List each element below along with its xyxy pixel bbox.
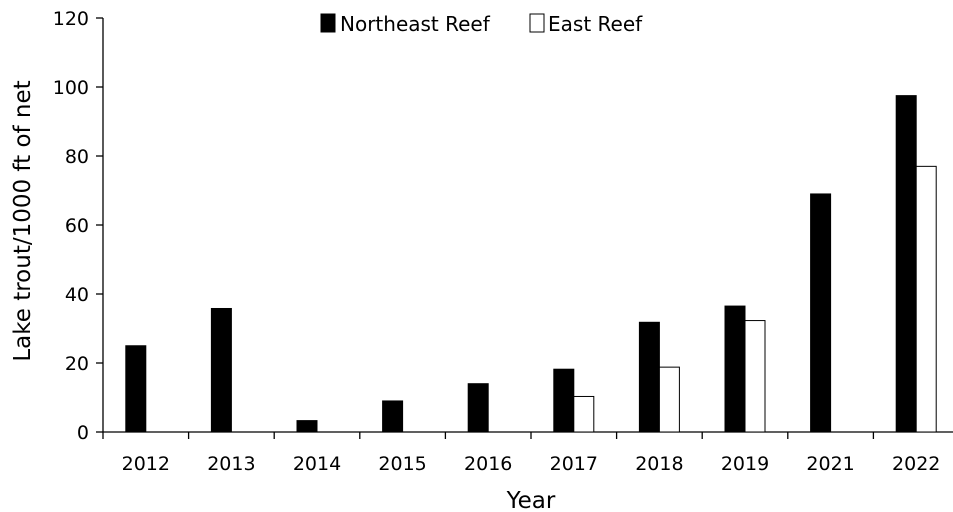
bar-northeast-reef-2019 — [724, 305, 746, 433]
y-tick-label: 100 — [53, 77, 89, 99]
y-tick-label: 120 — [53, 8, 89, 30]
y-axis: 0 20 40 60 80 100 120 — [53, 8, 104, 444]
y-tick-label: 80 — [65, 146, 89, 168]
x-tick-label: 2017 — [550, 453, 598, 475]
bar-northeast-reef-2015 — [382, 400, 404, 433]
y-tick-label: 20 — [65, 353, 89, 375]
x-tick-label: 2014 — [293, 453, 341, 475]
y-tick-label: 0 — [77, 422, 89, 444]
y-tick-label: 60 — [65, 215, 89, 237]
bar-northeast-reef-2013 — [210, 307, 232, 433]
x-tick-label: 2021 — [806, 453, 854, 475]
legend-swatch-northeast-reef — [320, 13, 336, 33]
x-axis-title: Year — [506, 488, 556, 512]
legend-label-northeast-reef: Northeast Reef — [340, 12, 491, 36]
y-axis-title: Lake trout/1000 ft of net — [10, 80, 36, 361]
bar-northeast-reef-2022 — [895, 95, 917, 433]
x-tick-label: 2016 — [464, 453, 512, 475]
legend-swatch-east-reef — [529, 13, 545, 33]
x-axis: 2012 2013 2014 2015 2016 2017 2018 2019 2021 2022 — [102, 431, 953, 475]
bar-east-reef-2018 — [658, 366, 680, 433]
bar-northeast-reef-2018 — [638, 321, 660, 433]
bars — [125, 95, 937, 433]
x-tick-label: 2019 — [721, 453, 769, 475]
bar-east-reef-2017 — [573, 395, 595, 433]
y-tick-label: 40 — [65, 284, 89, 306]
x-tick-label: 2022 — [892, 453, 940, 475]
bar-northeast-reef-2012 — [125, 345, 147, 433]
bar-northeast-reef-2017 — [553, 368, 575, 433]
x-tick-label: 2013 — [207, 453, 255, 475]
x-tick-label: 2015 — [378, 453, 426, 475]
legend-label-east-reef: East Reef — [548, 12, 643, 36]
x-tick-label: 2018 — [635, 453, 683, 475]
bar-northeast-reef-2014 — [296, 420, 318, 433]
bar-east-reef-2019 — [744, 320, 766, 433]
bar-east-reef-2022 — [915, 165, 937, 433]
legend: Northeast Reef East Reef — [320, 12, 643, 36]
x-tick-label: 2012 — [122, 453, 170, 475]
bar-northeast-reef-2021 — [810, 193, 832, 433]
bar-northeast-reef-2016 — [467, 383, 489, 433]
